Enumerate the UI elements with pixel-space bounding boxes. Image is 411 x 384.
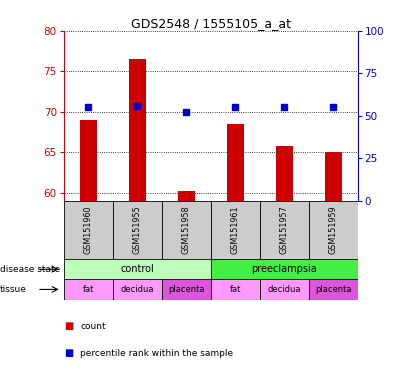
Text: GSM151961: GSM151961 bbox=[231, 206, 240, 254]
Bar bbox=[129, 59, 146, 201]
Text: ■: ■ bbox=[64, 348, 73, 358]
Bar bbox=[260, 201, 309, 259]
Text: GSM151957: GSM151957 bbox=[279, 205, 289, 254]
Text: tissue: tissue bbox=[0, 285, 27, 294]
Text: GSM151959: GSM151959 bbox=[328, 205, 337, 254]
Text: ■: ■ bbox=[64, 321, 73, 331]
Text: decidua: decidua bbox=[267, 285, 301, 294]
Bar bbox=[80, 120, 97, 201]
Bar bbox=[210, 201, 260, 259]
Title: GDS2548 / 1555105_a_at: GDS2548 / 1555105_a_at bbox=[131, 17, 291, 30]
Bar bbox=[64, 201, 113, 259]
Bar bbox=[113, 201, 162, 259]
Bar bbox=[309, 201, 358, 259]
Bar bbox=[309, 279, 358, 300]
Text: preeclampsia: preeclampsia bbox=[251, 264, 317, 274]
Text: decidua: decidua bbox=[120, 285, 154, 294]
Bar bbox=[210, 279, 260, 300]
Bar bbox=[113, 279, 162, 300]
Bar bbox=[64, 259, 210, 279]
Bar bbox=[162, 279, 211, 300]
Text: percentile rank within the sample: percentile rank within the sample bbox=[80, 349, 233, 358]
Bar bbox=[325, 152, 342, 201]
Bar bbox=[260, 279, 309, 300]
Bar bbox=[275, 146, 293, 201]
Text: fat: fat bbox=[83, 285, 94, 294]
Text: disease state: disease state bbox=[0, 265, 60, 274]
Bar bbox=[226, 124, 244, 201]
Text: GSM151960: GSM151960 bbox=[84, 206, 93, 254]
Bar bbox=[210, 259, 358, 279]
Text: count: count bbox=[80, 322, 106, 331]
Text: GSM151958: GSM151958 bbox=[182, 205, 191, 254]
Text: fat: fat bbox=[229, 285, 241, 294]
Text: placenta: placenta bbox=[315, 285, 351, 294]
Text: control: control bbox=[120, 264, 154, 274]
Text: GSM151955: GSM151955 bbox=[133, 205, 142, 254]
Bar bbox=[162, 201, 211, 259]
Text: placenta: placenta bbox=[168, 285, 204, 294]
Bar bbox=[64, 279, 113, 300]
Bar bbox=[178, 191, 195, 201]
